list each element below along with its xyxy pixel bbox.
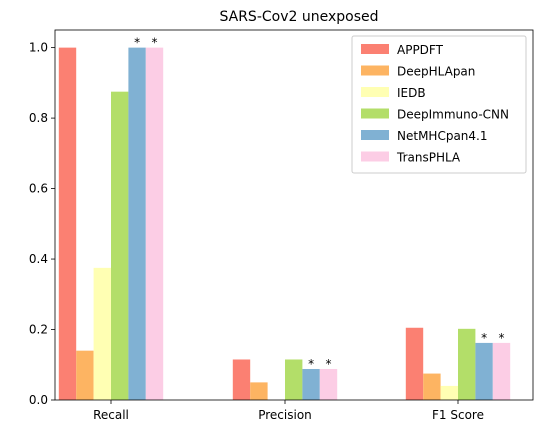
- plot-frame: [54, 29, 534, 401]
- bar-deephlapan-precision: [250, 382, 268, 400]
- significance-markers: * * * * * *: [134, 36, 504, 371]
- y-tick-label: 0.0: [29, 393, 48, 407]
- bar-deepimmuno-cnn-f1-score: [458, 328, 476, 400]
- x-axis: Recall Precision F1 Score: [93, 400, 484, 422]
- x-tick-label: Recall: [93, 408, 129, 422]
- bar-appdft-precision: [232, 359, 251, 400]
- bar-transphla-precision: [319, 368, 338, 400]
- bar-appdft-recall: [58, 47, 77, 401]
- significance-star: *: [326, 357, 332, 371]
- legend-swatch: [361, 130, 389, 140]
- y-tick-label: 0.6: [29, 182, 48, 196]
- bar-iedb-recall: [93, 267, 111, 400]
- x-tick-label: F1 Score: [432, 408, 484, 422]
- y-axis: 0.0 0.2 0.4 0.6 0.8 1.0: [29, 41, 55, 407]
- bar-deepimmuno-cnn-precision: [285, 359, 303, 400]
- y-tick-label: 0.4: [29, 252, 48, 266]
- legend-swatch: [361, 87, 389, 97]
- y-tick-label: 0.2: [29, 323, 48, 337]
- legend-label: DeepHLApan: [397, 65, 475, 79]
- y-tick-label: 1.0: [29, 41, 48, 55]
- bar-deephlapan-f1-score: [423, 373, 441, 400]
- legend-swatch: [361, 108, 389, 119]
- bars-group: [58, 47, 511, 401]
- bar-netmhcpan4-1-recall: [128, 47, 146, 401]
- legend-box: [351, 35, 527, 174]
- significance-star: *: [499, 331, 505, 345]
- legend-label: IEDB: [397, 86, 426, 100]
- bar-transphla-f1-score: [492, 342, 511, 400]
- legend-label: TransPHLA: [396, 151, 461, 165]
- significance-star: *: [152, 36, 158, 50]
- chart-title: SARS-Cov2 unexposed: [219, 9, 378, 25]
- bar-iedb-f1-score: [440, 385, 458, 400]
- significance-star: *: [134, 36, 140, 50]
- x-tick-label: Precision: [258, 408, 312, 422]
- legend-swatch: [361, 65, 389, 76]
- y-tick-label: 0.8: [29, 111, 48, 125]
- bar-deephlapan-recall: [76, 350, 94, 400]
- legend-label: NetMHCpan4.1: [397, 129, 487, 143]
- bar-appdft-f1-score: [405, 327, 424, 400]
- bar-netmhcpan4-1-f1-score: [475, 342, 493, 400]
- legend-swatch: [361, 151, 389, 162]
- legend-swatch: [361, 44, 389, 54]
- significance-star: *: [481, 331, 487, 345]
- bar-deepimmuno-cnn-recall: [111, 91, 129, 401]
- legend-label: APPDFT: [397, 43, 444, 57]
- bar-transphla-recall: [145, 47, 164, 401]
- legend: APPDFT DeepHLApan IEDB DeepImmuno-CNN NetMHC…: [351, 35, 527, 174]
- significance-star: *: [308, 357, 314, 371]
- legend-label: DeepImmuno-CNN: [397, 108, 509, 122]
- bar-netmhcpan4-1-precision: [302, 368, 320, 400]
